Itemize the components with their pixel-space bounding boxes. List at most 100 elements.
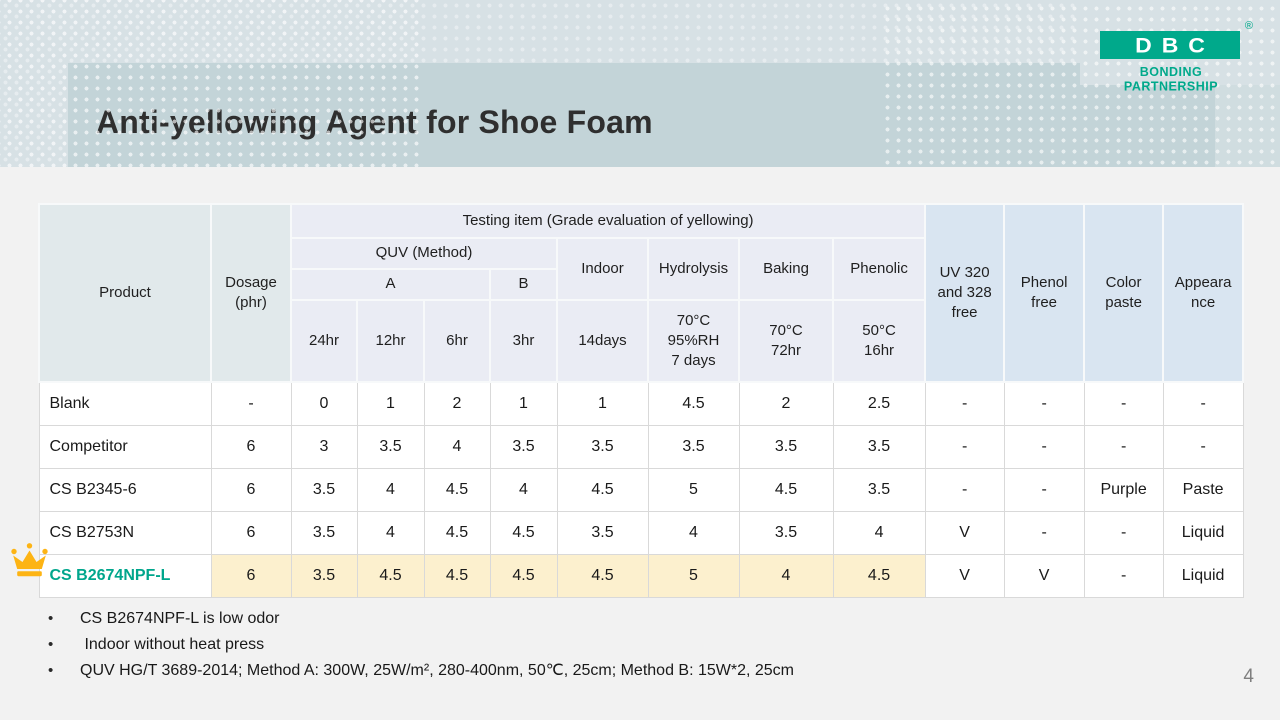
table-cell: 4	[423, 425, 491, 469]
table-cell: 4.5	[423, 511, 491, 555]
table-cell: 1	[356, 381, 425, 426]
table-cell: 3.5	[556, 425, 649, 469]
header-phenolic: Phenolic	[831, 237, 927, 301]
table-cell: 3.5	[290, 554, 358, 598]
header-quv-method: QUV (Method)	[290, 237, 558, 270]
header-method-b: B	[489, 268, 558, 301]
table-cell: 3.5	[556, 511, 649, 555]
table-cell: -	[1003, 425, 1085, 469]
crown-icon	[9, 541, 50, 580]
table-cell: 2	[423, 381, 491, 426]
dbc-logo-mark: DBC	[1100, 31, 1240, 59]
table-cell: 2.5	[832, 381, 926, 426]
table-cell: 4.5	[356, 554, 425, 598]
table-row: Blank -0 1 2 1 1 4.5 2 2.5- - - -	[38, 381, 1244, 426]
header-phenolic-condition: 50°C 16hr	[831, 299, 927, 383]
table-row: CS B2345-6 6 3.5 4 4.5 4 4.5 5 4.5 3.5- - Purple Pas…	[38, 468, 1244, 512]
table-cell: -	[1083, 425, 1164, 469]
table-cell: 3.5	[832, 425, 926, 469]
table-row: Competitor 6 3 3.5 4 3.5 3.5 3.5 3.5 3.5- - - -	[38, 425, 1244, 469]
table-cell: 3.5	[738, 425, 834, 469]
table-cell: 3.5	[489, 425, 558, 469]
table-cell: 4	[738, 554, 834, 598]
header-baking: Baking	[738, 237, 834, 301]
product-cell: Competitor	[38, 425, 212, 469]
table-cell: Liquid	[1162, 511, 1244, 555]
table-cell: Purple	[1083, 468, 1164, 512]
table-cell: -	[1003, 468, 1085, 512]
table-cell: -	[1083, 381, 1164, 426]
header-testing-item: Testing item (Grade evaluation of yellow…	[289, 203, 927, 239]
table-cell: -	[1162, 381, 1244, 426]
header-hydrolysis: Hydrolysis	[647, 237, 740, 301]
table-cell: 3.5	[290, 468, 358, 512]
table-cell: -	[924, 468, 1005, 512]
table-cell: -	[1083, 511, 1164, 555]
header-product: Product	[38, 203, 212, 383]
table-cell: 4	[489, 468, 558, 512]
header-phenol-free: Phenol free	[1003, 203, 1086, 383]
table-cell: 3.5	[647, 425, 740, 469]
header-dosage: Dosage (phr)	[210, 203, 292, 383]
footnote-item: QUV HG/T 3689-2014; Method A: 300W, 25W/…	[46, 658, 1196, 684]
product-cell: Blank	[38, 381, 212, 426]
table-cell: 5	[647, 468, 740, 512]
table-cell: 4	[647, 511, 740, 555]
page-title: Anti-yellowing Agent for Shoe Foam	[96, 103, 653, 140]
table-cell: -	[210, 381, 292, 426]
table-cell: 6	[210, 554, 292, 598]
header-method-a: A	[290, 268, 491, 301]
registered-trademark-icon: ®	[1244, 20, 1253, 32]
header-24hr: 24hr	[290, 299, 358, 383]
page-number: 4	[1243, 666, 1254, 687]
table-cell: Liquid	[1162, 554, 1244, 598]
table-cell: -	[1162, 425, 1244, 469]
product-cell: CS B2753N	[38, 511, 212, 555]
table-cell: 5	[647, 554, 740, 598]
table-cell: 6	[210, 468, 292, 512]
table-cell: 4.5	[738, 468, 834, 512]
table-cell: 3	[290, 425, 358, 469]
table-cell: 0	[290, 381, 358, 426]
table-cell: V	[1003, 554, 1085, 598]
product-cell: CS B2345-6	[38, 468, 212, 512]
header-appearance: Appeara nce	[1162, 203, 1245, 383]
table-cell: 4.5	[489, 554, 558, 598]
table-cell: 2	[738, 381, 834, 426]
table-cell: 4	[832, 511, 926, 555]
table-cell: 3.5	[356, 425, 425, 469]
table-cell: 4	[356, 511, 425, 555]
table-cell: 4.5	[647, 381, 740, 426]
results-table: Product Dosage (phr) Testing item (Grade…	[38, 203, 1245, 598]
table-cell: 4	[356, 468, 425, 512]
footnote-item: Indoor without heat press	[46, 632, 1196, 658]
table-row: CS B2753N 6 3.5 4 4.5 4.5 3.5 4 3.5 4 V - - Liquid	[38, 511, 1244, 555]
header-uv-free: UV 320 and 328 free	[924, 203, 1006, 383]
table-cell: 4.5	[489, 511, 558, 555]
table-cell: -	[1003, 511, 1085, 555]
table-cell: V	[924, 554, 1005, 598]
header-color-paste: Color paste	[1083, 203, 1165, 383]
table-cell: -	[1003, 381, 1085, 426]
table-cell: 6	[210, 425, 292, 469]
dbc-logo: DBC ® BONDING PARTNERSHIP	[1097, 20, 1253, 94]
product-cell: CS B2674NPF-L	[38, 554, 212, 598]
table-body: Blank -0 1 2 1 1 4.5 2 2.5- - - - Competitor 6 3 3.5 4 3.…	[38, 381, 1244, 598]
table-cell: -	[924, 381, 1005, 426]
table-cell: 3.5	[832, 468, 926, 512]
header-3hr: 3hr	[489, 299, 558, 383]
table-header: Product Dosage (phr) Testing item (Grade…	[38, 203, 1245, 383]
table-cell: V	[924, 511, 1005, 555]
header-12hr: 12hr	[356, 299, 425, 383]
table-cell: -	[924, 425, 1005, 469]
table-cell: 4.5	[423, 554, 491, 598]
table-cell: 3.5	[290, 511, 358, 555]
table-cell: -	[1083, 554, 1164, 598]
table-cell: 4.5	[556, 468, 649, 512]
header-14days: 14days	[556, 299, 649, 383]
header-baking-condition: 70°C 72hr	[738, 299, 834, 383]
table-cell: Paste	[1162, 468, 1244, 512]
table-cell: 4.5	[832, 554, 926, 598]
header-hydrolysis-condition: 70°C 95%RH 7 days	[647, 299, 740, 383]
